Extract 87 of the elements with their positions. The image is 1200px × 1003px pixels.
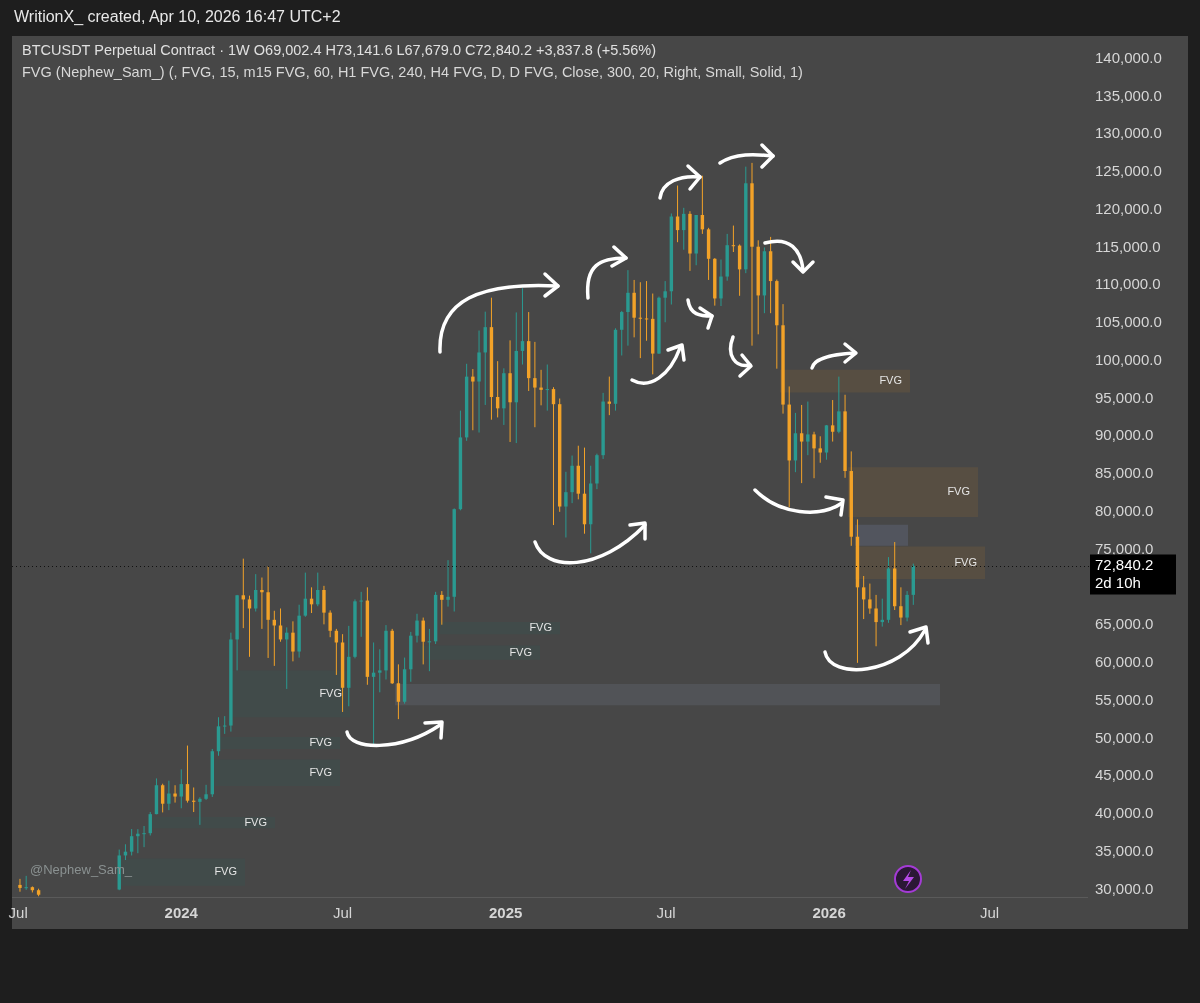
candlestick [818, 435, 822, 464]
candlestick [198, 796, 202, 826]
y-tick-label: 95,000.0 [1095, 388, 1154, 406]
y-tick-label: 130,000.0 [1095, 124, 1162, 142]
band-label: FVG [214, 865, 237, 878]
candlestick [291, 620, 295, 662]
candlestick [446, 559, 450, 608]
y-tick-label: 60,000.0 [1095, 653, 1154, 671]
text: FVG (Nephew_Sam_) (, FVG, 15, m15 FVG, 60, H1 FVG, 240, H4 FVG, D, D FVG, Close, 300, 20, Right, Small, Solid, 1) [22, 64, 803, 80]
candlestick [731, 225, 736, 253]
y-tick-label: 45,000.0 [1095, 766, 1154, 784]
candlestick [644, 280, 649, 342]
candlestick [812, 431, 816, 479]
candlestick [260, 577, 264, 630]
candlestick [142, 825, 146, 848]
band-label: FVG [529, 621, 552, 634]
y-tick-label: 30,000.0 [1095, 879, 1154, 897]
candlestick [222, 715, 227, 735]
x-tick-label: 2024 [164, 904, 199, 922]
candlestick [533, 341, 537, 428]
band-label: FVG [309, 765, 332, 778]
y-tick-label: 100,000.0 [1095, 350, 1162, 368]
y-tick-label: 65,000.0 [1095, 615, 1154, 633]
candlestick [167, 780, 171, 811]
candlestick [626, 269, 630, 347]
chart-title: BTCUSDT Perpetual Contract · 1W O69,002.4 H73,141.6 L67,679.0 C72,840.2 +3,837.8 (+5.56%) [22, 42, 657, 58]
candlestick [663, 280, 667, 323]
candlestick [24, 875, 28, 891]
y-tick-label: 125,000.0 [1095, 162, 1162, 180]
y-tick-label: 75,000.0 [1095, 539, 1154, 557]
x-tick-label: 2025 [488, 904, 523, 922]
candlestick [204, 784, 208, 801]
band-label: FVG [309, 735, 332, 748]
candlestick [837, 376, 841, 434]
candlestick [328, 609, 332, 638]
band-label: FVG [509, 645, 532, 658]
band-label: FVG [244, 815, 267, 828]
x-tick-label: Jul [8, 904, 28, 922]
candlestick [471, 368, 475, 431]
y-tick-label: 135,000.0 [1095, 86, 1162, 104]
candlestick [129, 828, 134, 856]
x-tick-label: 2026 [812, 904, 846, 922]
candlestick [545, 364, 549, 412]
candlestick [427, 628, 432, 672]
y-tick-label: 105,000.0 [1095, 313, 1162, 331]
y-tick-label: 90,000.0 [1095, 426, 1154, 444]
candlestick [899, 586, 903, 626]
candlestick [874, 594, 878, 647]
candlestick [173, 784, 177, 804]
y-tick-label: 115,000.0 [1095, 237, 1161, 255]
candlestick [179, 768, 183, 809]
x-tick-label: Jul [656, 904, 676, 922]
ref-line-label: 72,840.2 [1095, 555, 1154, 573]
y-tick-label: 50,000.0 [1095, 728, 1154, 746]
band-label: FVG [319, 686, 342, 699]
y-tick-label: 120,000.0 [1095, 199, 1162, 217]
x-tick-label: Jul [332, 904, 353, 922]
candlestick [378, 648, 382, 693]
band-label: FVG [954, 555, 977, 568]
candlestick [719, 259, 723, 307]
candlestick [905, 590, 909, 622]
y-tick-label: 80,000.0 [1095, 501, 1154, 519]
candlestick [322, 585, 326, 625]
candlestick [18, 878, 22, 893]
candlestick [638, 281, 643, 359]
y-tick-label: 40,000.0 [1095, 804, 1154, 822]
y-tick-label: 55,000.0 [1095, 690, 1154, 708]
candlestick [160, 783, 165, 813]
candlestick [396, 663, 401, 720]
candlestick [440, 590, 444, 626]
candlestick [806, 401, 810, 456]
candlestick [415, 613, 419, 643]
text: 2d 10h [1095, 573, 1141, 591]
y-tick-label: 35,000.0 [1095, 841, 1154, 859]
candlestick [564, 471, 568, 538]
x-tick-label: Jul [979, 904, 1000, 922]
y-tick-label: 140,000.0 [1095, 48, 1162, 66]
y-tick-label: 110,000.0 [1095, 275, 1161, 293]
text: WritionX_ created, Apr 10, 2026 16:47 UTC+2 [14, 8, 341, 26]
candlestick [830, 399, 835, 443]
candlestick [868, 583, 872, 615]
y-tick-label: 85,000.0 [1095, 464, 1154, 482]
band-label: FVG [947, 485, 970, 498]
candlestick [539, 369, 543, 406]
band-label: FVG [879, 374, 902, 387]
candlestick [359, 591, 363, 638]
candlestick [799, 404, 804, 484]
